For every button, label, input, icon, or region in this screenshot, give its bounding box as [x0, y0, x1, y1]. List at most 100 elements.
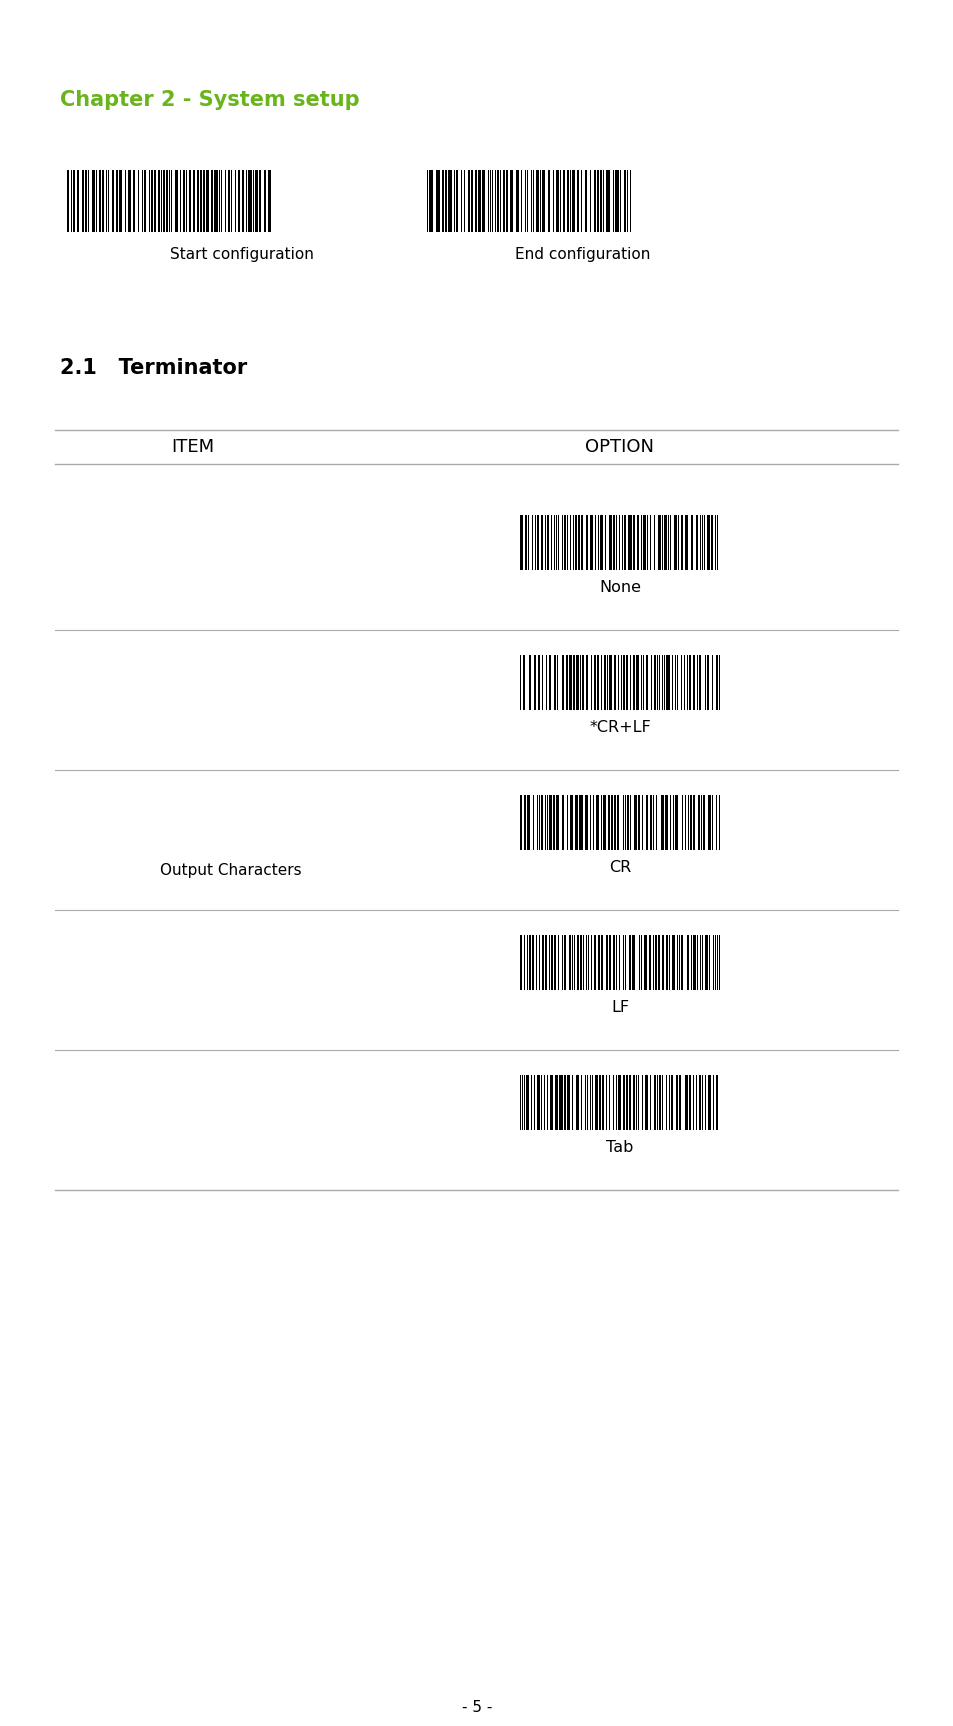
Text: Output Characters: Output Characters [160, 863, 301, 877]
Bar [556, 514, 557, 570]
Bar [152, 169, 153, 231]
Bar [704, 1075, 705, 1131]
Bar [625, 654, 628, 709]
Bar [533, 796, 534, 849]
Bar [692, 1075, 694, 1131]
Bar [590, 654, 591, 709]
Bar [597, 514, 598, 570]
Bar [675, 1075, 677, 1131]
Bar [634, 796, 637, 849]
Bar [444, 169, 447, 231]
Bar [242, 169, 244, 231]
Bar [591, 1075, 592, 1131]
Bar [565, 654, 567, 709]
Bar [436, 169, 439, 231]
Bar [622, 654, 624, 709]
Bar [441, 169, 443, 231]
Bar [645, 654, 647, 709]
Bar [594, 1075, 598, 1131]
Bar [629, 654, 630, 709]
Bar [186, 169, 187, 231]
Bar [569, 514, 570, 570]
Bar [538, 935, 539, 991]
Bar [528, 654, 531, 709]
Bar [570, 796, 573, 849]
Bar [545, 514, 546, 570]
Bar [712, 935, 713, 991]
Bar [169, 169, 170, 231]
Bar [544, 796, 545, 849]
Bar [545, 654, 547, 709]
Bar [635, 654, 639, 709]
Bar [548, 654, 550, 709]
Bar [590, 935, 592, 991]
Bar [523, 1075, 525, 1131]
Bar [573, 514, 574, 570]
Bar [580, 169, 581, 231]
Bar [644, 1075, 647, 1131]
Bar [238, 169, 240, 231]
Bar [600, 935, 602, 991]
Bar [618, 514, 619, 570]
Bar [585, 1075, 586, 1131]
Text: LF: LF [610, 999, 628, 1015]
Bar [607, 654, 608, 709]
Bar [613, 169, 614, 231]
Bar [658, 514, 660, 570]
Bar [497, 169, 498, 231]
Bar [667, 514, 669, 570]
Bar [125, 169, 126, 231]
Bar [700, 796, 701, 849]
Bar [604, 514, 605, 570]
Bar [536, 169, 538, 231]
Bar [529, 935, 531, 991]
Bar [640, 935, 641, 991]
Bar [620, 654, 621, 709]
Bar [608, 796, 610, 849]
Bar [629, 169, 630, 231]
Bar [254, 169, 257, 231]
Bar [615, 169, 618, 231]
Bar [699, 935, 700, 991]
Bar [546, 1075, 547, 1131]
Bar [696, 514, 697, 570]
Bar [701, 514, 702, 570]
Bar [614, 796, 616, 849]
Bar [595, 514, 596, 570]
Bar [693, 796, 695, 849]
Bar [716, 935, 717, 991]
Bar [688, 654, 690, 709]
Bar [521, 1075, 522, 1131]
Bar [213, 169, 217, 231]
Text: OPTION: OPTION [585, 438, 654, 456]
Bar [556, 169, 558, 231]
Bar [248, 169, 252, 231]
Bar [102, 169, 104, 231]
Bar [211, 169, 213, 231]
Bar [558, 1075, 562, 1131]
Bar [482, 169, 485, 231]
Bar [573, 935, 574, 991]
Bar [605, 935, 607, 991]
Bar [189, 169, 191, 231]
Bar [661, 654, 662, 709]
Bar [650, 1075, 651, 1131]
Bar [85, 169, 87, 231]
Bar [628, 514, 631, 570]
Bar [562, 169, 564, 231]
Bar [658, 935, 659, 991]
Bar [582, 935, 583, 991]
Bar [704, 935, 707, 991]
Bar [616, 514, 617, 570]
Bar [632, 654, 634, 709]
Bar [524, 796, 525, 849]
Bar [161, 169, 162, 231]
Bar [566, 514, 568, 570]
Bar [569, 169, 570, 231]
Bar [716, 796, 717, 849]
Bar [663, 654, 664, 709]
Bar [596, 796, 598, 849]
Bar [580, 1075, 581, 1131]
Bar [579, 654, 580, 709]
Bar [645, 796, 647, 849]
